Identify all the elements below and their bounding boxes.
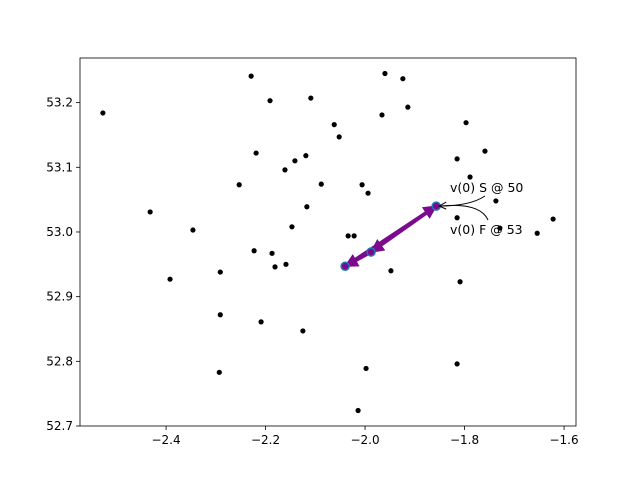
- trajectory-arrow: [343, 250, 372, 268]
- x-tick-label: −2.0: [350, 433, 379, 447]
- y-tick-label: 53.0: [46, 225, 73, 239]
- annotation-arrow: [439, 195, 486, 207]
- data-point: [318, 181, 324, 187]
- data-point: [534, 230, 540, 236]
- data-point: [282, 167, 288, 173]
- data-point: [308, 95, 314, 101]
- y-tick-label: 53.1: [46, 160, 73, 174]
- data-point: [363, 365, 369, 372]
- annotation-label: v(0) F @ 53: [450, 222, 523, 237]
- data-point: [289, 224, 295, 230]
- data-point: [292, 158, 298, 164]
- data-point: [467, 174, 473, 180]
- data-point: [382, 70, 388, 77]
- data-point: [457, 279, 463, 285]
- data-point: [463, 120, 469, 126]
- data-point: [269, 250, 275, 256]
- annotation-label: v(0) S @ 50: [450, 180, 523, 195]
- trajectory-arrow: [369, 204, 438, 254]
- data-point: [454, 156, 460, 162]
- x-tick-label: −2.2: [251, 433, 280, 447]
- data-point: [355, 407, 361, 414]
- data-point: [216, 369, 222, 375]
- data-point: [248, 73, 254, 79]
- data-point: [405, 104, 411, 110]
- data-point: [236, 182, 242, 188]
- data-point: [251, 248, 257, 254]
- x-tick-label: −1.8: [450, 433, 479, 447]
- data-point: [454, 215, 460, 221]
- highlighted-point: [340, 261, 350, 272]
- data-point: [190, 227, 196, 233]
- data-point: [304, 204, 310, 210]
- data-point: [365, 190, 371, 196]
- data-point: [100, 110, 106, 116]
- data-point: [217, 312, 223, 318]
- y-tick-label: 52.7: [46, 419, 73, 433]
- data-point: [167, 276, 173, 282]
- data-point: [482, 148, 488, 154]
- data-point: [272, 264, 278, 270]
- data-point: [359, 182, 365, 188]
- data-point: [300, 328, 306, 334]
- data-point: [550, 216, 556, 222]
- data-point: [493, 198, 499, 204]
- y-tick-label: 52.9: [46, 290, 73, 304]
- y-tick-label: 53.2: [46, 96, 73, 110]
- highlighted-point: [366, 247, 376, 257]
- data-point: [267, 98, 273, 104]
- data-point: [147, 209, 153, 215]
- data-point: [379, 112, 385, 118]
- data-point: [217, 269, 223, 275]
- data-point: [253, 150, 259, 156]
- data-point: [331, 122, 337, 128]
- data-point: [345, 233, 351, 239]
- annotation-arrowhead: [438, 201, 447, 210]
- data-point: [336, 134, 342, 140]
- x-tick-label: −1.6: [549, 433, 578, 447]
- x-tick-label: −2.4: [151, 433, 180, 447]
- y-tick-label: 52.8: [46, 354, 73, 368]
- data-point: [400, 76, 406, 82]
- data-point: [351, 233, 357, 239]
- data-point: [303, 153, 309, 159]
- data-point: [497, 225, 503, 231]
- plot-area-frame: [79, 57, 577, 427]
- data-point: [454, 361, 460, 367]
- data-point: [388, 268, 394, 274]
- annotation-arrow: [439, 204, 489, 221]
- data-point: [283, 261, 289, 267]
- data-point: [258, 319, 264, 325]
